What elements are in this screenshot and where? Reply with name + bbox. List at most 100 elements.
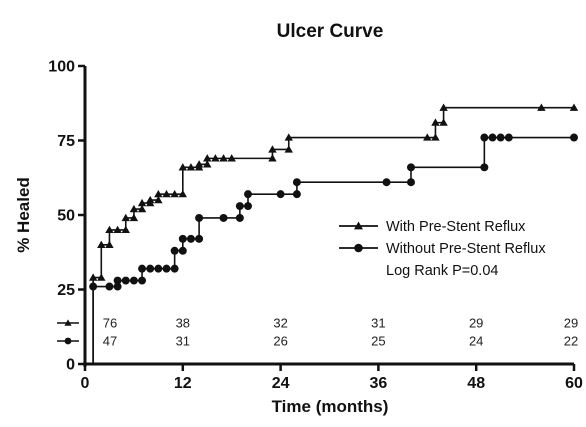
data-point (170, 246, 179, 255)
data-point (129, 213, 139, 222)
risk-value: 22 (564, 334, 578, 349)
data-point (569, 103, 579, 111)
data-point (268, 145, 277, 153)
data-point (178, 189, 187, 198)
data-point (105, 225, 114, 234)
risk-value: 32 (273, 316, 287, 331)
data-point (105, 240, 114, 248)
data-point (186, 234, 195, 243)
data-point (496, 133, 505, 142)
y-tick-label: 25 (57, 282, 75, 299)
data-point (219, 213, 228, 222)
data-point (113, 225, 122, 234)
data-point (105, 282, 114, 291)
data-point (121, 213, 130, 222)
risk-row-marker (64, 319, 72, 326)
risk-table: 76 38 32 31 29 29 47 31 26 25 24 22 (57, 316, 578, 349)
data-point (137, 198, 147, 207)
series-layer (85, 103, 579, 365)
data-point (170, 264, 179, 273)
data-point (203, 154, 212, 162)
x-tick-label: 60 (565, 375, 583, 392)
series-triangle (85, 103, 579, 365)
data-point (292, 178, 301, 187)
data-point (570, 133, 578, 142)
data-point (138, 264, 147, 273)
axes: 0 25 50 75 100 0 12 24 36 48 60 (48, 59, 583, 393)
data-point (154, 264, 163, 273)
y-tick-label: 0 (66, 357, 75, 374)
x-tick-label: 24 (272, 375, 290, 392)
data-point (284, 145, 293, 153)
y-tick-label: 100 (48, 59, 75, 76)
data-point (178, 163, 187, 171)
data-point (162, 264, 171, 273)
data-point (88, 273, 98, 281)
data-point (211, 154, 220, 162)
data-point (244, 202, 252, 211)
risk-value: 31 (371, 316, 385, 331)
data-point (170, 189, 179, 198)
data-point (97, 240, 106, 248)
risk-value: 76 (103, 316, 117, 331)
data-point (276, 190, 285, 199)
data-point (537, 103, 546, 111)
x-tick-label: 48 (467, 375, 485, 392)
x-tick-label: 0 (81, 375, 90, 392)
data-point (89, 282, 98, 291)
legend-marker-triangle (354, 221, 363, 230)
data-point (292, 190, 301, 199)
data-point (423, 133, 432, 141)
data-point (137, 204, 147, 213)
risk-value: 47 (103, 334, 117, 349)
data-point (480, 133, 489, 142)
data-point (268, 154, 277, 162)
data-point (480, 163, 489, 172)
data-point (431, 133, 440, 141)
data-point (227, 154, 236, 162)
data-point (407, 178, 415, 187)
legend-marker-circle (354, 243, 363, 253)
data-point (146, 195, 155, 204)
data-point (113, 282, 122, 291)
y-tick-label: 50 (57, 208, 75, 225)
series-line (85, 106, 574, 365)
data-point (219, 154, 228, 162)
data-point (162, 189, 171, 198)
data-point (235, 213, 244, 222)
series-circle (85, 133, 578, 365)
data-point (138, 276, 147, 285)
risk-value: 29 (564, 316, 578, 331)
data-point (382, 178, 391, 187)
data-point (154, 195, 163, 204)
risk-value: 25 (371, 334, 385, 349)
data-point (431, 118, 440, 126)
x-axis-label: Time (months) (272, 397, 389, 416)
legend-label: With Pre-Stent Reflux (386, 219, 526, 235)
data-point (113, 276, 122, 285)
data-point (129, 276, 138, 285)
chart-title: Ulcer Curve (277, 21, 384, 42)
data-point (146, 264, 155, 273)
x-tick-label: 36 (370, 375, 388, 392)
data-point (235, 202, 244, 211)
data-point (121, 225, 130, 234)
data-point (203, 160, 212, 168)
data-point (195, 213, 204, 222)
data-point (194, 160, 204, 168)
y-tick-label: 75 (57, 133, 75, 150)
risk-value: 38 (176, 316, 190, 331)
data-point (178, 234, 187, 243)
data-point (129, 204, 139, 213)
data-point (284, 133, 293, 141)
data-point (504, 133, 513, 142)
risk-value: 29 (469, 316, 483, 331)
risk-value: 26 (273, 334, 287, 349)
legend: With Pre-Stent Reflux Without Pre-Stent R… (339, 219, 546, 279)
x-tick-label: 12 (174, 375, 192, 392)
data-point (121, 276, 130, 285)
data-point (439, 118, 448, 126)
data-point (407, 163, 415, 172)
data-point (154, 189, 163, 198)
